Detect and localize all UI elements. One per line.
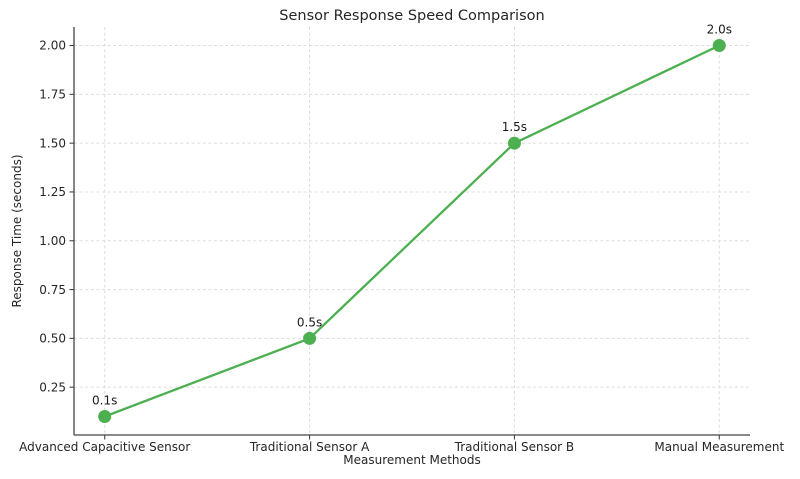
data-point bbox=[303, 331, 317, 345]
data-point bbox=[507, 136, 521, 150]
x-tick-label: Traditional Sensor A bbox=[249, 440, 370, 454]
y-tick-label: 0.50 bbox=[39, 332, 66, 346]
data-point bbox=[98, 410, 112, 423]
x-tick-label: Traditional Sensor B bbox=[454, 440, 574, 454]
data-point bbox=[712, 39, 726, 52]
data-point-label: 0.1s bbox=[92, 394, 117, 408]
y-tick-label: 0.25 bbox=[39, 380, 66, 394]
x-tick-label: Manual Measurement bbox=[654, 440, 784, 454]
y-tick-label: 1.25 bbox=[39, 185, 66, 199]
y-tick-label: 2.00 bbox=[39, 39, 66, 53]
data-line bbox=[103, 44, 721, 418]
x-tick-label: Advanced Capacitive Sensor bbox=[19, 440, 190, 454]
grid-layer bbox=[74, 27, 750, 435]
data-point-label: 0.5s bbox=[297, 315, 322, 329]
data-point-label: 2.0s bbox=[707, 23, 732, 37]
axis-layer: 0.25 0.50 0.75 1.00 1.25 1.50 1.75 2.00 Advanced… bbox=[19, 27, 784, 454]
series-layer: 0.1s 0.5s 1.5s 2.0s bbox=[92, 23, 732, 423]
y-tick-label: 1.50 bbox=[39, 136, 66, 150]
y-tick-label: 1.75 bbox=[39, 88, 66, 102]
y-tick-label: 1.00 bbox=[39, 234, 66, 248]
chart-title: Sensor Response Speed Comparison bbox=[279, 8, 544, 24]
data-point-label: 1.5s bbox=[502, 120, 527, 134]
x-axis-label: Measurement Methods bbox=[343, 453, 480, 467]
y-tick-label: 0.75 bbox=[39, 283, 66, 297]
y-axis-label: Response Time (seconds) bbox=[10, 154, 24, 307]
